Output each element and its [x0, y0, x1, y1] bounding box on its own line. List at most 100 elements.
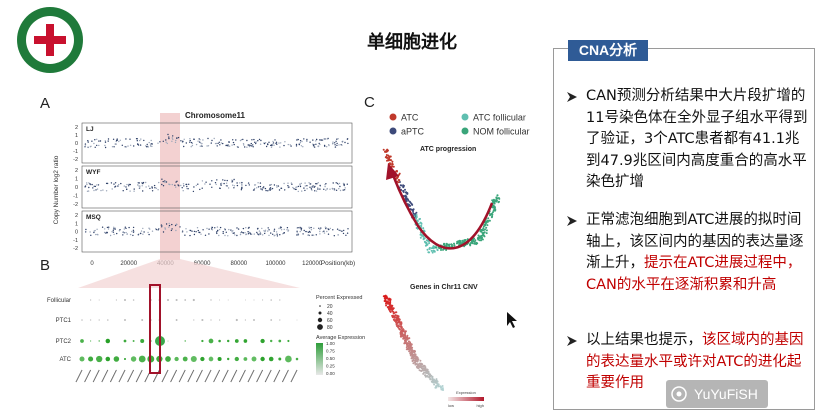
cnv-point	[191, 230, 193, 232]
cnv-point	[241, 183, 243, 185]
cnv-point	[145, 181, 147, 184]
gene-label-stub	[92, 369, 100, 383]
cnv-point	[317, 182, 319, 184]
cnv-point	[178, 185, 180, 187]
cnv-point	[88, 186, 90, 189]
legend-dot	[389, 127, 397, 135]
cnv-point	[172, 138, 174, 140]
sample-label: LJ	[86, 126, 94, 133]
cnv-point	[170, 229, 173, 232]
y-tick-label: -2	[73, 157, 78, 163]
gene-label-stub	[264, 369, 272, 383]
cell-point	[385, 301, 388, 304]
cnv-point	[197, 183, 199, 185]
cnv-point	[153, 184, 156, 187]
dot	[138, 355, 146, 363]
cnv-point	[205, 181, 207, 183]
cnv-point	[165, 139, 167, 141]
cnv-point	[119, 139, 122, 141]
cnv-point	[96, 188, 99, 190]
cnv-point	[133, 145, 135, 147]
cnv-point	[113, 233, 115, 236]
cnv-point	[105, 190, 108, 192]
cnv-point	[220, 182, 223, 184]
cnv-point	[112, 229, 115, 231]
cnv-point	[247, 144, 249, 146]
cnv-point	[165, 141, 167, 143]
cell-point	[413, 354, 416, 357]
cell-point	[404, 330, 407, 333]
cell-point	[428, 247, 431, 250]
cnv-point	[188, 229, 191, 232]
cnv-point	[257, 140, 259, 142]
cnv-point	[107, 228, 110, 230]
cnv-point	[329, 227, 331, 230]
cnv-point	[181, 187, 183, 189]
cnv-point	[165, 223, 168, 225]
cnv-point	[303, 187, 305, 189]
y-tick-label: 0	[75, 185, 78, 191]
cell-point	[390, 159, 392, 162]
cnv-point	[295, 186, 297, 188]
cnv-point	[341, 144, 343, 146]
cnv-point	[315, 143, 317, 145]
cnv-point	[125, 146, 128, 148]
cnv-point	[301, 190, 303, 192]
cnv-point	[277, 185, 280, 187]
cnv-point	[283, 182, 285, 185]
cell-point	[497, 201, 500, 204]
cell-point	[464, 239, 467, 242]
cnv-point	[222, 231, 224, 233]
dot	[295, 357, 299, 361]
colorbar-label: high	[476, 403, 484, 408]
dot	[79, 356, 85, 362]
cell-point	[400, 329, 403, 332]
cnv-point	[192, 190, 195, 193]
cell-point	[478, 239, 481, 242]
cell-point	[428, 251, 431, 254]
dot	[219, 299, 221, 301]
cell-point	[481, 238, 484, 241]
cnv-point	[118, 183, 120, 186]
cnv-point	[342, 232, 345, 235]
cell-point	[412, 208, 415, 211]
cell-point	[491, 211, 494, 214]
legend-title: Percent Expressed	[316, 295, 362, 301]
cell-point	[415, 214, 418, 216]
gene-label-stub	[161, 369, 169, 383]
cnv-point	[312, 143, 314, 145]
cnv-point	[280, 187, 282, 189]
cell-point	[416, 356, 419, 359]
cnv-point	[139, 144, 142, 146]
cell-point	[442, 248, 444, 251]
cell-point	[415, 211, 418, 214]
cnv-point	[91, 183, 93, 186]
dot	[226, 339, 230, 343]
cnv-point	[157, 229, 159, 231]
cnv-point	[333, 189, 336, 191]
cnv-point	[244, 146, 246, 148]
bullet: CAN预测分析结果中大片段扩增的11号染色体在全外显子组水平得到了验证，3个AT…	[586, 86, 808, 194]
cnv-point	[268, 189, 270, 191]
cnv-point	[89, 146, 92, 148]
cnv-point	[112, 231, 115, 233]
legend-dot	[389, 113, 397, 121]
dot	[141, 319, 144, 321]
cnv-point	[336, 138, 338, 140]
cnv-point	[115, 139, 118, 142]
cnv-point	[299, 140, 302, 142]
cnv-point	[224, 234, 226, 237]
cnv-point	[309, 141, 311, 143]
cnv-point	[343, 189, 346, 191]
cnv-point	[325, 189, 327, 191]
bullet-text: CAN预测分析结果中大片段扩增的11号染色体在全外显子组水平得到了验证，3个AT…	[586, 88, 808, 190]
cnv-point	[142, 182, 144, 185]
plot-title: ATC progression	[420, 146, 476, 153]
cnv-point	[129, 144, 132, 146]
dot	[124, 319, 126, 321]
cell-point	[489, 214, 491, 217]
legend-label: 20	[327, 304, 333, 310]
cnv-point	[339, 189, 342, 192]
cnv-point	[199, 139, 201, 141]
cnv-point	[227, 145, 229, 147]
